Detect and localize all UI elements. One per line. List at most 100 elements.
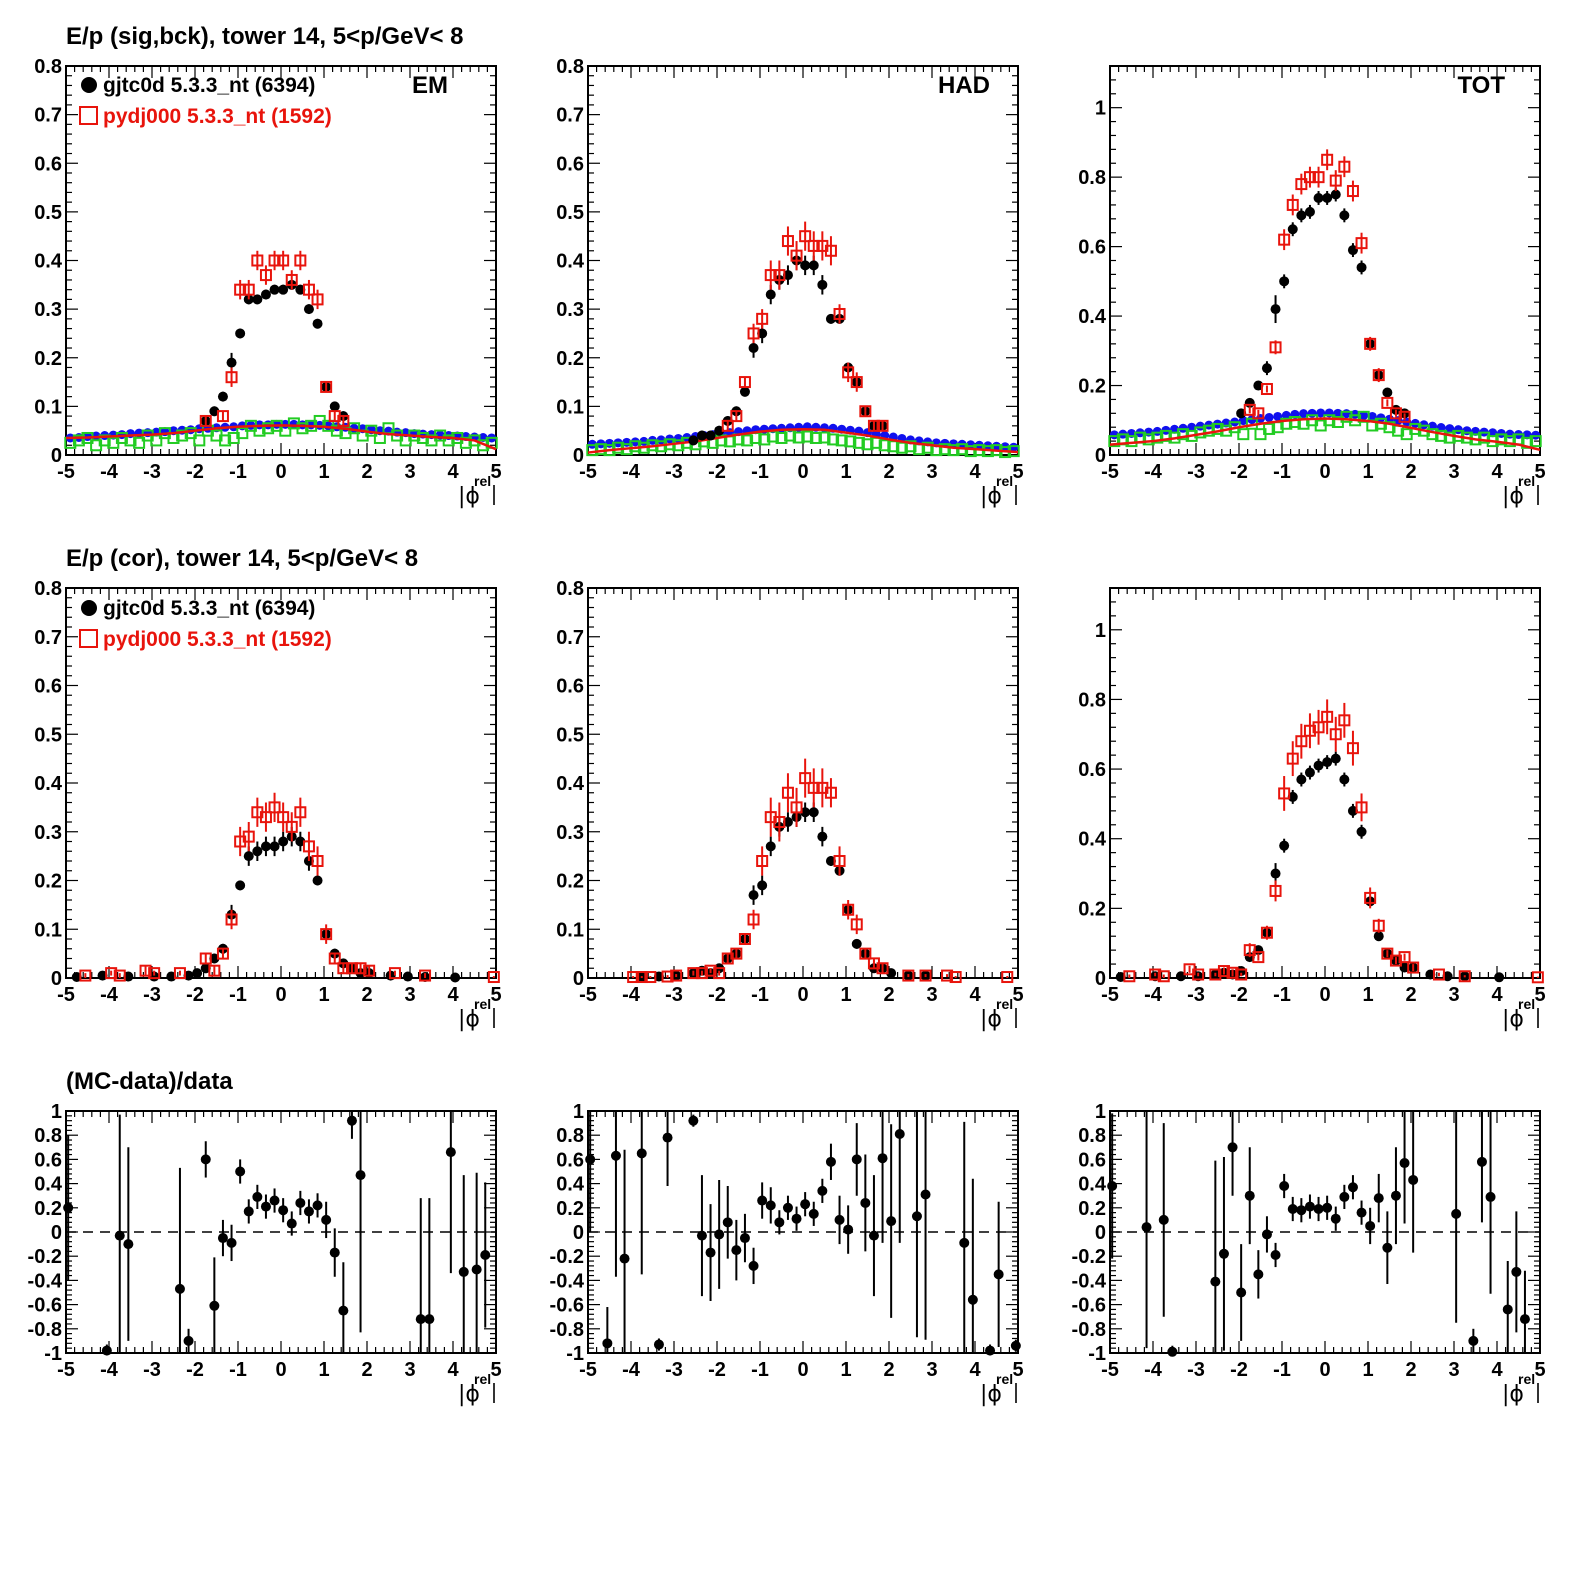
data-point <box>97 970 108 981</box>
data-point <box>992 441 1001 451</box>
x-tick-label: 0 <box>1319 984 1330 1006</box>
data-point <box>1372 369 1385 382</box>
data-point <box>1432 968 1445 981</box>
data-point <box>1367 411 1377 421</box>
data-point <box>877 1153 888 1164</box>
legend-marker-data <box>81 77 97 93</box>
data-point <box>278 1205 289 1216</box>
data-point <box>800 807 811 818</box>
data-point <box>235 880 246 891</box>
x-tick-label: 1 <box>840 461 851 483</box>
data-point <box>1478 431 1491 444</box>
data-point <box>765 841 776 852</box>
y-tick-label: 0.6 <box>556 153 584 175</box>
x-tick-label: -1 <box>229 1359 247 1381</box>
x-tick-label: -2 <box>708 984 726 1006</box>
data-point <box>1273 411 1283 421</box>
data-point <box>809 431 822 444</box>
data-point <box>850 376 863 389</box>
x-tick-label: -5 <box>579 984 597 1006</box>
data-point <box>1425 969 1436 980</box>
data-point <box>295 836 306 847</box>
y-tick-label: 0.4 <box>34 1174 63 1196</box>
data-point <box>337 962 350 975</box>
data-point <box>1295 735 1308 748</box>
data-point <box>1333 408 1343 418</box>
data-point <box>1125 435 1138 448</box>
x-axis-label: |ϕ <box>1502 1382 1524 1407</box>
data-point <box>1488 428 1498 438</box>
data-point <box>757 1195 768 1206</box>
x-tick-label: 1 <box>840 984 851 1006</box>
data-point <box>790 801 803 814</box>
x-tick-label: -3 <box>665 1359 683 1381</box>
data-point <box>1436 423 1446 433</box>
y-tick-label: -0.4 <box>28 1270 63 1292</box>
data-point <box>1010 1340 1021 1351</box>
x-tick-label: -3 <box>1187 984 1205 1006</box>
x-tick-label: 3 <box>1448 984 1459 1006</box>
data-point <box>277 811 290 824</box>
x-tick-label: -1 <box>751 461 769 483</box>
data-point <box>458 1266 469 1277</box>
data-point <box>114 1230 125 1241</box>
data-point <box>1346 742 1359 755</box>
data-point <box>1313 760 1324 771</box>
data-point <box>1287 1204 1298 1215</box>
y-tick-label: 0.8 <box>34 578 62 600</box>
data-point <box>176 429 189 442</box>
x-tick-label: 3 <box>1448 461 1459 483</box>
data-point <box>1355 801 1368 814</box>
data-point <box>1278 233 1291 246</box>
data-point <box>867 419 880 432</box>
y-tick-label: 0 <box>51 445 62 467</box>
data-point <box>941 969 954 982</box>
data-point <box>859 947 872 960</box>
data-point <box>320 928 333 941</box>
x-tick-label: 4 <box>447 1359 459 1381</box>
data-point <box>967 1294 978 1305</box>
x-tick-label: -4 <box>622 1359 641 1381</box>
x-tick-label: 5 <box>1012 984 1023 1006</box>
data-point <box>1108 435 1121 448</box>
data-point <box>782 270 793 281</box>
y-tick-label: 0 <box>1095 1222 1106 1244</box>
data-point <box>330 424 343 437</box>
data-point <box>115 431 128 444</box>
x-tick-label: -4 <box>100 1359 119 1381</box>
data-point <box>610 1150 621 1161</box>
x-tick-label: 0 <box>1319 1359 1330 1381</box>
x-tick-label: 3 <box>404 984 415 1006</box>
panel-sig-had: -5 -4 -3 -2 -1 0 1 2 3 4 5 0 0.1 0.2 0.3 0.4 0.5 0.6 0.7 0.… <box>556 56 1023 509</box>
x-tick-label: 3 <box>404 1359 415 1381</box>
x-tick-label: 4 <box>447 984 459 1006</box>
data-point <box>225 371 238 384</box>
data-point <box>1175 971 1186 982</box>
data-point <box>295 1197 306 1208</box>
y-tick-label: 0.8 <box>556 1125 584 1147</box>
data-point <box>731 1245 742 1256</box>
data-point <box>904 440 917 453</box>
data-point <box>1398 951 1411 964</box>
data-point <box>480 1249 491 1260</box>
x-tick-label: -4 <box>1144 461 1163 483</box>
data-point <box>713 967 726 980</box>
panel-ratio-tot: -5 -4 -3 -2 -1 0 1 2 3 4 5-1-0.8-0.6-0.4-0.200.20.… <box>1072 1101 1546 1407</box>
data-point <box>825 313 836 324</box>
x-tick-label: 0 <box>797 984 808 1006</box>
data-point <box>199 952 212 965</box>
y-tick-label: 1 <box>51 1101 62 1123</box>
x-tick-label: 5 <box>490 461 501 483</box>
x-tick-label: 2 <box>883 1359 894 1381</box>
x-tick-label: 1 <box>1362 1359 1373 1381</box>
data-point <box>949 971 962 984</box>
panel-tag-em: EM <box>412 72 448 99</box>
x-tick-label: -1 <box>229 461 247 483</box>
x-axis-label-sup: rel <box>996 1371 1013 1387</box>
data-point <box>662 1132 673 1143</box>
data-point <box>1529 435 1542 448</box>
data-point <box>1330 189 1341 200</box>
data-point <box>242 283 255 296</box>
